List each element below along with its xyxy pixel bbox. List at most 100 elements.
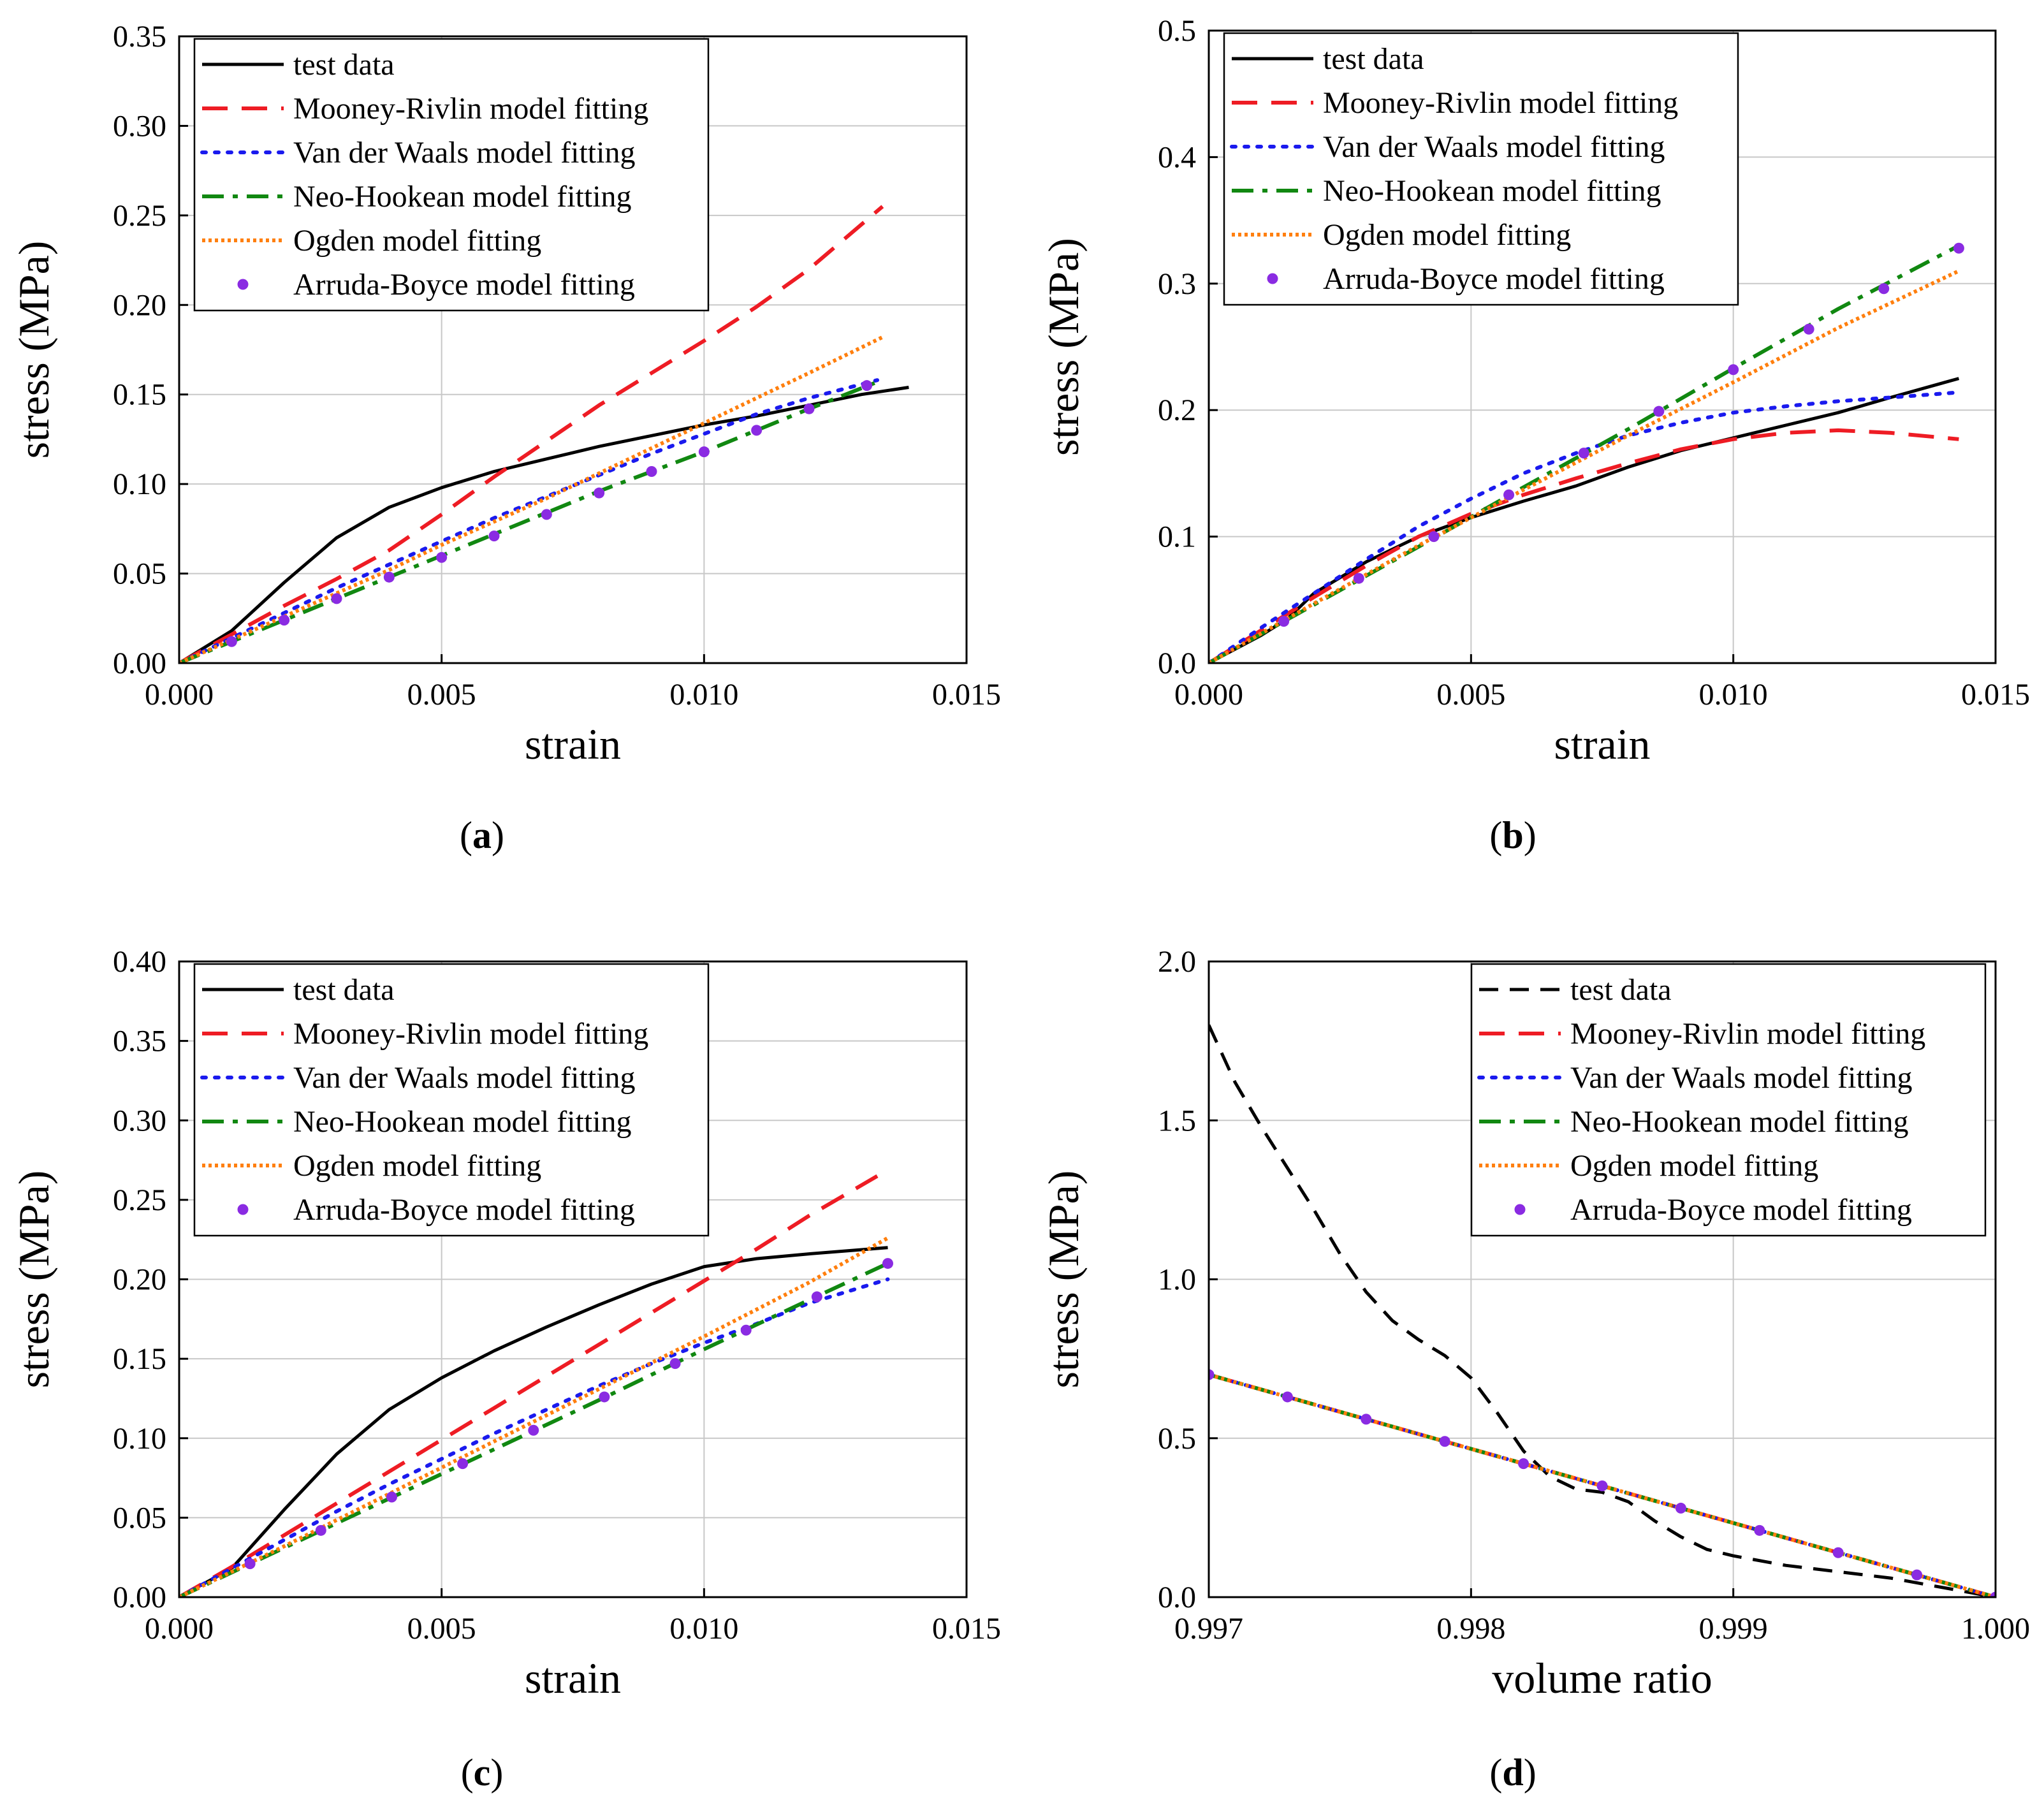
data-point-arruda [882, 1258, 893, 1269]
data-point-arruda [1832, 1547, 1844, 1558]
data-point-arruda [331, 593, 342, 604]
x-tick-label: 1.000 [1961, 1612, 2030, 1646]
plot-area [1209, 1024, 1996, 1597]
y-tick-label: 0.05 [113, 557, 166, 591]
y-tick-label: 0.3 [1158, 267, 1196, 301]
caption-close-paren: ) [1524, 1751, 1537, 1794]
data-point-arruda [811, 1291, 822, 1303]
x-tick-label: 0.010 [669, 678, 738, 712]
legend: test data Mooney-Rivlin model fitting Van … [193, 38, 710, 312]
data-point-arruda [315, 1524, 326, 1536]
data-point-arruda [226, 636, 237, 647]
series-line-mooney [179, 1174, 879, 1597]
plot-frame [1208, 29, 1997, 664]
legend-marker-arruda [237, 279, 249, 290]
series-line-test [179, 1246, 888, 1597]
data-point-arruda [751, 425, 763, 436]
data-point-arruda [1990, 1591, 1996, 1597]
y-axis-title: stress (MPa) [10, 1171, 58, 1389]
data-point-arruda [803, 403, 815, 414]
legend-box [193, 963, 710, 1237]
y-tick-label: 0.15 [113, 1342, 166, 1376]
y-tick-label: 0.25 [113, 199, 166, 233]
x-tick-label: 0.999 [1699, 1612, 1768, 1646]
y-axis-title: stress (MPa) [10, 241, 58, 459]
legend-label-mooney: Mooney-Rivlin model fitting [293, 1017, 648, 1051]
caption-close-paren: ) [492, 814, 504, 856]
y-tick-label: 0.25 [113, 1183, 166, 1217]
y-tick-label: 1.0 [1158, 1263, 1196, 1297]
y-tick-label: 0.35 [113, 20, 166, 54]
legend-label-ogden: Ogden model fitting [1323, 218, 1571, 252]
legend-label-ogden: Ogden model fitting [1570, 1149, 1818, 1183]
y-tick-label: 0.15 [113, 378, 166, 412]
x-tick-label: 0.005 [407, 1612, 476, 1646]
x-tick-label: 0.010 [1699, 678, 1768, 712]
legend-label-neohookean: Neo-Hookean model fitting [1323, 174, 1661, 208]
legend-label-mooney: Mooney-Rivlin model fitting [1323, 86, 1678, 120]
data-point-arruda [1803, 323, 1814, 335]
data-point-arruda [669, 1358, 681, 1370]
data-point-arruda [436, 552, 448, 563]
y-tick-label: 0.5 [1158, 14, 1196, 48]
y-tick-label: 0.00 [113, 647, 166, 680]
data-point-arruda [1911, 1569, 1923, 1581]
y-tick-label: 0.2 [1158, 393, 1196, 427]
x-tick-label: 0.015 [1961, 678, 2030, 712]
data-point-arruda [386, 1491, 397, 1503]
data-point-arruda [244, 1558, 256, 1570]
chart-panel-a: 0.000 0.005 0.010 0.015 0.00 0.05 0.10 0.15 0.20… [10, 20, 1001, 856]
y-tick-label: 0.0 [1158, 647, 1196, 680]
y-tick-label: 0.10 [113, 467, 166, 501]
data-point-arruda [1878, 283, 1890, 295]
data-point-arruda [1653, 406, 1665, 417]
data-point-arruda [1361, 1414, 1372, 1425]
x-tick-label: 0.000 [145, 678, 214, 712]
series-line-test [1209, 1024, 1996, 1597]
plot-area [179, 1174, 893, 1597]
data-point-arruda [457, 1458, 469, 1470]
legend-label-mooney: Mooney-Rivlin model fitting [293, 92, 648, 126]
caption-open-paren: ( [461, 1751, 474, 1794]
panel-caption: (a) [460, 814, 504, 856]
data-point-arruda [1281, 1391, 1293, 1403]
x-axis-title: strain [1554, 720, 1650, 768]
y-tick-label: 0.4 [1158, 140, 1196, 174]
data-point-arruda [488, 530, 500, 542]
chart-panel-c: 0.000 0.005 0.010 0.015 0.00 0.05 0.10 0.15 0.20… [10, 945, 1001, 1794]
legend-label-neohookean: Neo-Hookean model fitting [293, 1105, 632, 1139]
legend-marker-arruda [237, 1204, 249, 1215]
x-tick-label: 0.000 [1174, 678, 1243, 712]
data-point-arruda [1428, 531, 1440, 543]
y-tick-label: 0.40 [113, 945, 166, 979]
data-point-arruda [1278, 616, 1290, 627]
y-tick-label: 0.30 [113, 1104, 166, 1137]
x-tick-label: 0.997 [1174, 1612, 1243, 1646]
x-axis-title: strain [525, 720, 621, 768]
data-point-arruda [541, 509, 552, 520]
legend-label-ogden: Ogden model fitting [293, 224, 541, 258]
legend-label-mooney: Mooney-Rivlin model fitting [1570, 1017, 1925, 1051]
legend-label-arruda: Arruda-Boyce model fitting [1323, 262, 1665, 296]
series-line-ogden [179, 335, 884, 663]
caption-letter: a [472, 814, 492, 856]
x-tick-label: 0.998 [1436, 1612, 1505, 1646]
x-tick-label: 0.015 [932, 1612, 1001, 1646]
legend-label-vanderwaals: Van der Waals model fitting [1323, 130, 1665, 164]
legend-label-neohookean: Neo-Hookean model fitting [1570, 1105, 1909, 1139]
legend: test data Mooney-Rivlin model fitting Van … [1223, 32, 1739, 306]
x-tick-label: 0.000 [145, 1612, 214, 1646]
data-point-arruda [861, 380, 873, 391]
y-tick-label: 0.1 [1158, 520, 1196, 554]
data-point-arruda [1728, 364, 1739, 376]
legend: test data Mooney-Rivlin model fitting Van … [1470, 963, 1987, 1237]
data-point-arruda [279, 615, 290, 626]
data-point-arruda [1503, 489, 1515, 501]
chart-panel-b: 0.000 0.005 0.010 0.015 0.0 0.1 0.2 0.3 0.4 0.5 st… [1039, 14, 2030, 856]
chart-panel-d: 0.997 0.998 0.999 1.000 0.0 0.5 1.0 1.5 2.0 volum… [1039, 945, 2030, 1794]
y-tick-label: 0.30 [113, 109, 166, 143]
legend-box [1223, 32, 1739, 306]
series-line-ogden [179, 1236, 889, 1597]
data-point-arruda [698, 446, 710, 458]
data-point-arruda [1754, 1524, 1765, 1536]
